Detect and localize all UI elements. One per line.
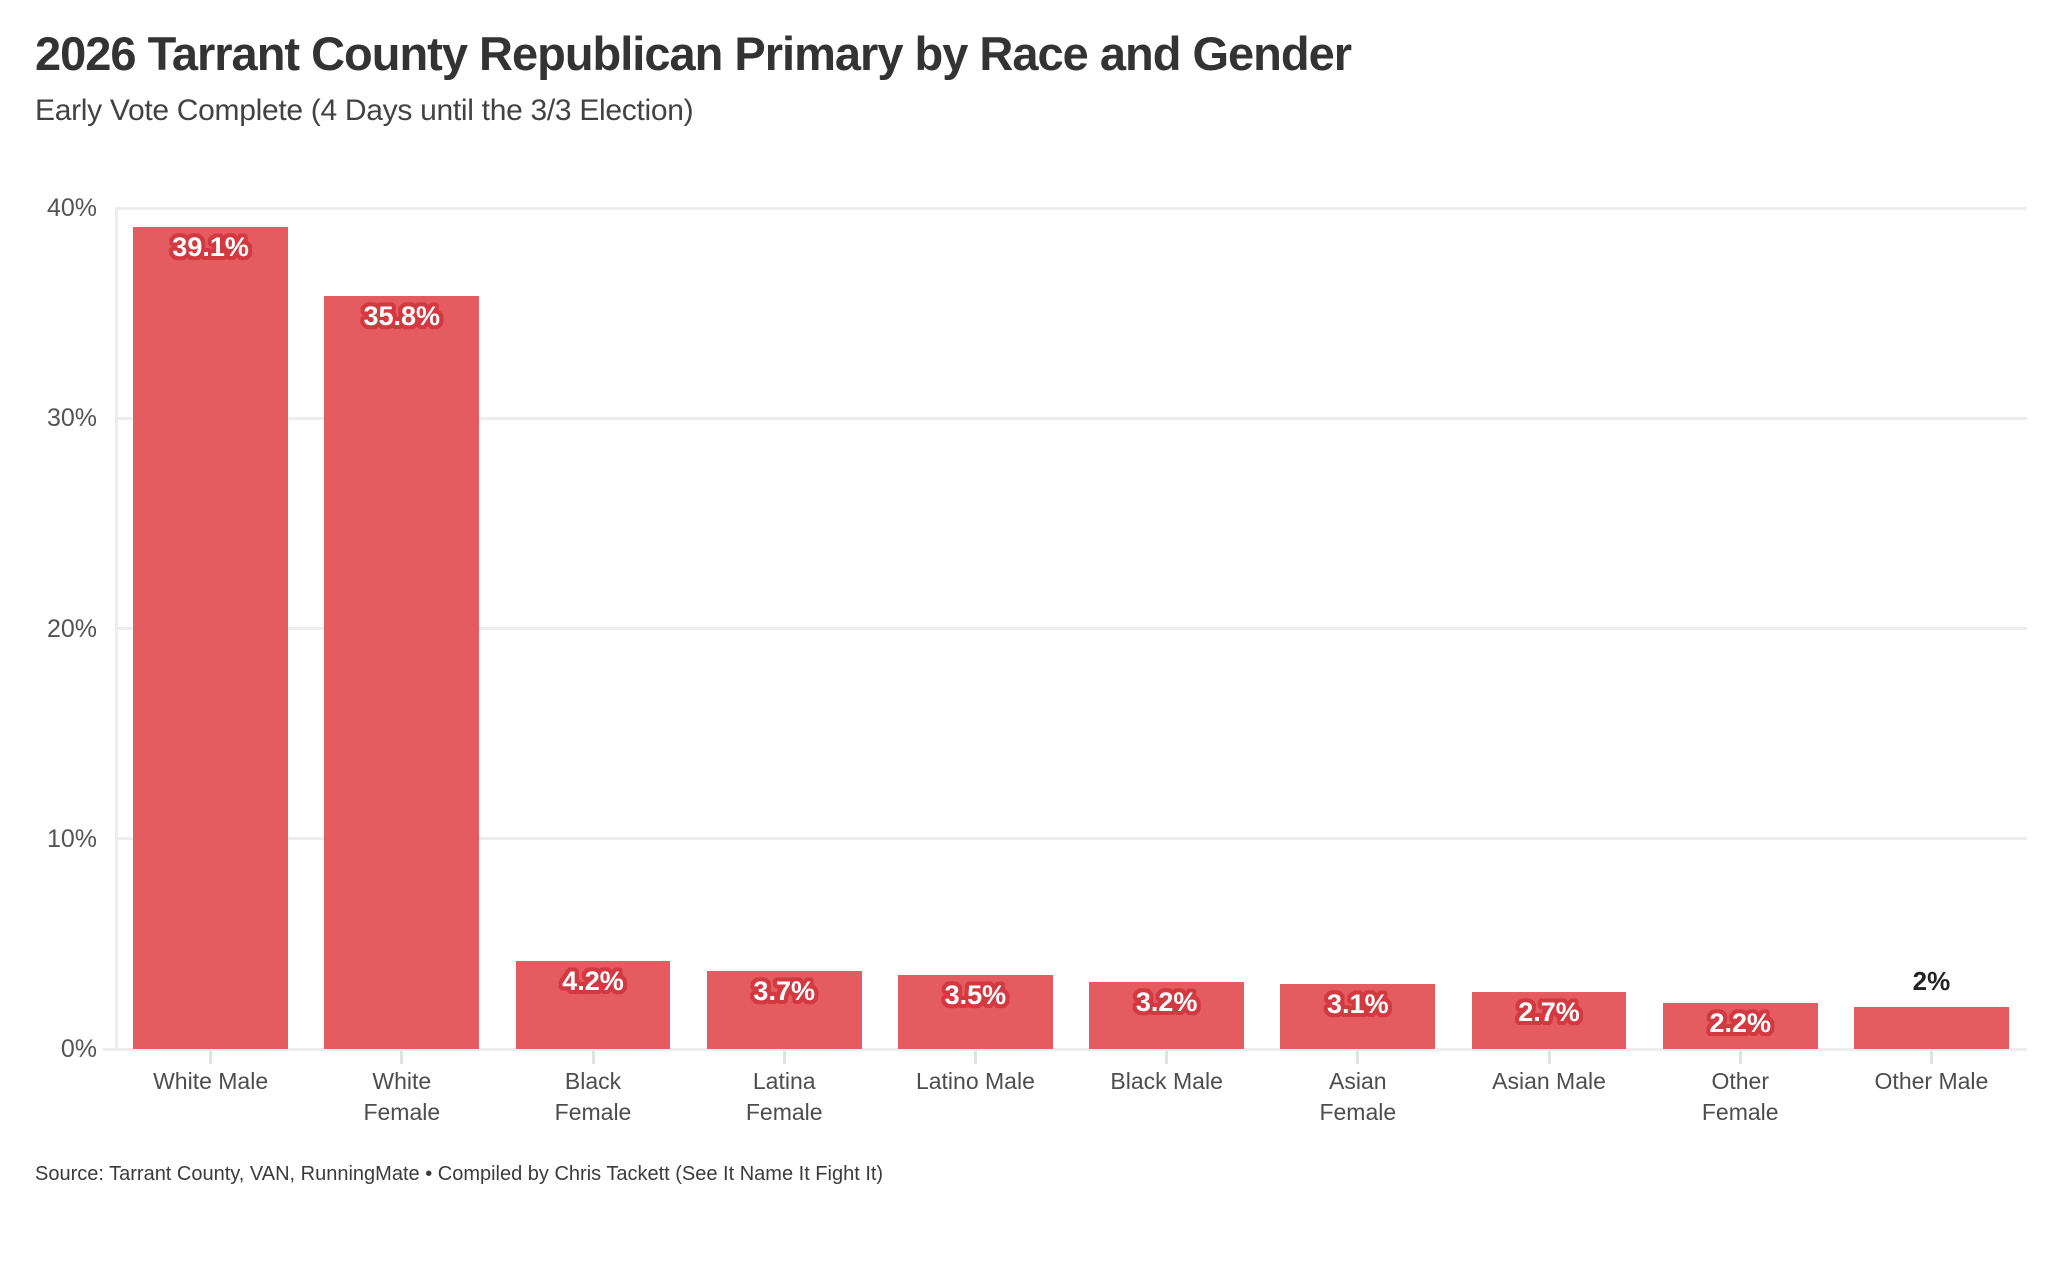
gridline bbox=[115, 206, 2027, 210]
bar: 3.7% bbox=[706, 971, 862, 1049]
bar: 3.5% bbox=[897, 975, 1053, 1049]
gridline bbox=[115, 416, 2027, 420]
bar-column: 3.7% Latina Female bbox=[689, 208, 880, 1125]
bar-column: 35.8% White Female bbox=[306, 208, 497, 1125]
category-label: Latina Female bbox=[745, 1068, 823, 1125]
gridline bbox=[115, 627, 2027, 630]
bar-value-label: 2.2% bbox=[1709, 1007, 1771, 1038]
bar: 39.1% bbox=[133, 226, 289, 1049]
x-axis-tick bbox=[591, 1051, 595, 1064]
x-axis-tick bbox=[1165, 1051, 1169, 1064]
bar-value-label: 39.1% bbox=[172, 231, 249, 262]
bar-column: 4.2% Black Female bbox=[497, 208, 688, 1125]
x-axis-tick bbox=[1929, 1051, 1933, 1064]
bar-column: 3.1% Asian Female bbox=[1262, 208, 1453, 1125]
category-label: White Male bbox=[153, 1068, 269, 1094]
bar: 2.7% bbox=[1471, 992, 1627, 1049]
plot-area: 39.1% White Male 35.8% White Female 4.2% Blac… bbox=[103, 206, 2027, 1125]
category-label: Black Male bbox=[1110, 1068, 1223, 1094]
x-axis-tick bbox=[973, 1051, 977, 1064]
y-axis-tick-label: 0% bbox=[60, 1035, 97, 1063]
bar: 3.1% bbox=[1280, 983, 1436, 1049]
bar-value-label: 3.1% bbox=[1327, 988, 1389, 1019]
bar-column: 2.2% Other Female bbox=[1645, 208, 1836, 1125]
y-axis-tick-label: 40% bbox=[46, 194, 97, 222]
bar-column: 3.2% Black Male bbox=[1071, 208, 1262, 1094]
y-axis-labels: 0% 10% 20% 30% 40% bbox=[18, 194, 97, 1063]
category-label: Black Female bbox=[554, 1068, 632, 1125]
category-label: Asian Male bbox=[1492, 1068, 1606, 1094]
category-label: Other Female bbox=[1701, 1068, 1779, 1125]
bar-value-label: 4.2% bbox=[562, 965, 624, 996]
category-label: Asian Female bbox=[1319, 1068, 1397, 1125]
bar: 35.8% bbox=[324, 296, 480, 1049]
y-axis-tick-label: 10% bbox=[46, 824, 97, 853]
y-axis-tick-label: 20% bbox=[46, 614, 97, 643]
x-axis-tick bbox=[1738, 1051, 1742, 1064]
x-axis-tick bbox=[1547, 1051, 1551, 1064]
category-label: White Female bbox=[363, 1068, 441, 1125]
bar: 2% bbox=[1853, 966, 2009, 1049]
bar-value-label: 3.7% bbox=[753, 976, 815, 1007]
bar: 3.2% bbox=[1089, 981, 1245, 1049]
x-axis-baseline bbox=[103, 1047, 2027, 1051]
chart-subtitle: Early Vote Complete (4 Days until the 3/… bbox=[35, 94, 694, 127]
bar-value-label: 35.8% bbox=[363, 301, 441, 332]
y-axis-line bbox=[115, 208, 118, 1049]
chart-title: 2026 Tarrant County Republican Primary b… bbox=[35, 27, 1352, 80]
x-axis-tick bbox=[782, 1051, 786, 1064]
x-axis-tick bbox=[209, 1051, 213, 1064]
category-label: Latino Male bbox=[915, 1068, 1035, 1094]
source-note: Source: Tarrant County, VAN, RunningMate… bbox=[35, 1163, 884, 1185]
x-axis-tick bbox=[400, 1051, 404, 1064]
bar-column: 3.5% Latino Male bbox=[880, 208, 1071, 1094]
category-label: Other Male bbox=[1874, 1068, 1989, 1094]
bar: 2.2% bbox=[1662, 1002, 1818, 1049]
y-axis-tick-label: 30% bbox=[46, 404, 97, 433]
bar-column: 39.1% White Male bbox=[115, 208, 306, 1094]
bar-column: 2% Other Male bbox=[1836, 208, 2027, 1094]
bar-value-label: 3.5% bbox=[944, 980, 1007, 1011]
bar-value-label: 2% bbox=[1912, 965, 1951, 996]
bar-column: 2.7% Asian Male bbox=[1453, 208, 1644, 1094]
bar: 4.2% bbox=[515, 960, 671, 1049]
gridline bbox=[115, 837, 2027, 841]
bar-value-label: 2.7% bbox=[1518, 997, 1580, 1028]
bars-layer: 39.1% White Male 35.8% White Female 4.2% Blac… bbox=[115, 208, 2027, 1125]
x-axis-tick bbox=[1356, 1051, 1360, 1064]
bar-value-label: 3.2% bbox=[1135, 986, 1198, 1017]
